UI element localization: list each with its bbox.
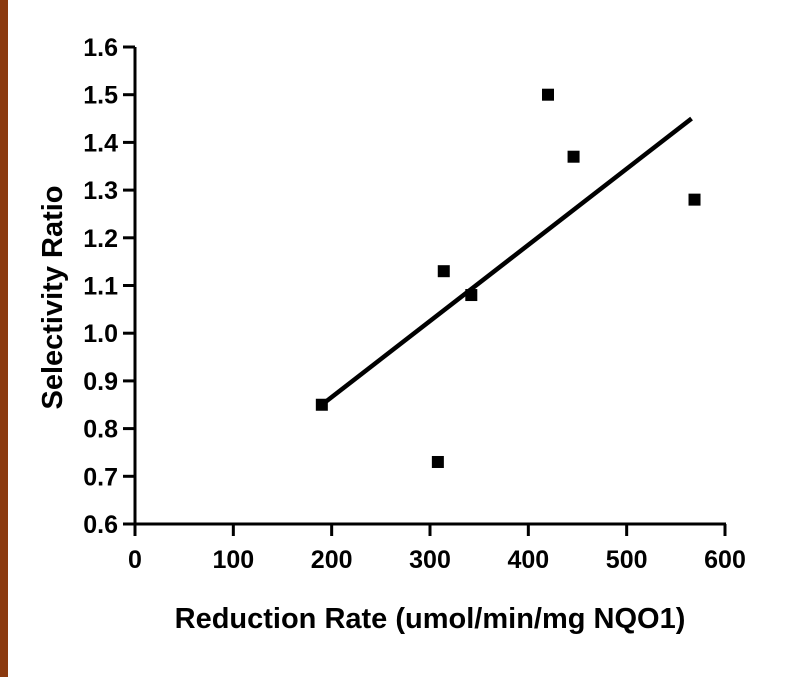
y-tick-label: 0.7 [83,463,118,491]
data-points [315,88,701,468]
trendline-group [320,116,693,407]
x-axis-ticks: 0 100 200 300 400 500 600 [128,524,746,574]
left-edge-bar [0,0,8,677]
y-tick-label: 1.4 [83,129,118,157]
data-point [315,398,328,411]
x-tick-label: 0 [128,546,142,574]
y-axis-title: Selectivity Ratio [37,185,69,409]
data-point [542,88,554,101]
data-point [465,289,478,302]
x-tick-label: 500 [606,546,648,574]
data-point [437,265,450,278]
data-point [567,150,580,163]
y-tick-label: 0.9 [83,368,118,396]
y-tick-label: 1.3 [83,177,118,205]
x-tick-label: 200 [311,546,353,574]
x-axis-title: Reduction Rate (umol/min/mg NQO1) [175,603,686,635]
x-tick-label: 600 [704,546,746,574]
y-axis-ticks: 0.6 0.7 0.8 0.9 1.0 1.1 1.2 1.3 1.4 1.5 1.6 [83,34,135,539]
y-tick-label: 1.0 [83,320,118,348]
axes [133,47,726,526]
data-point [431,455,444,468]
y-tick-label: 1.5 [83,82,118,110]
data-point [688,193,701,206]
x-tick-label: 100 [212,546,254,574]
y-tick-label: 0.6 [83,511,118,539]
x-tick-label: 400 [507,546,549,574]
y-tick-label: 0.8 [83,416,118,444]
y-tick-label: 1.1 [83,273,118,301]
y-tick-label: 1.2 [83,225,118,253]
trendline [320,116,693,407]
y-tick-label: 1.6 [83,34,118,62]
x-tick-label: 300 [409,546,451,574]
